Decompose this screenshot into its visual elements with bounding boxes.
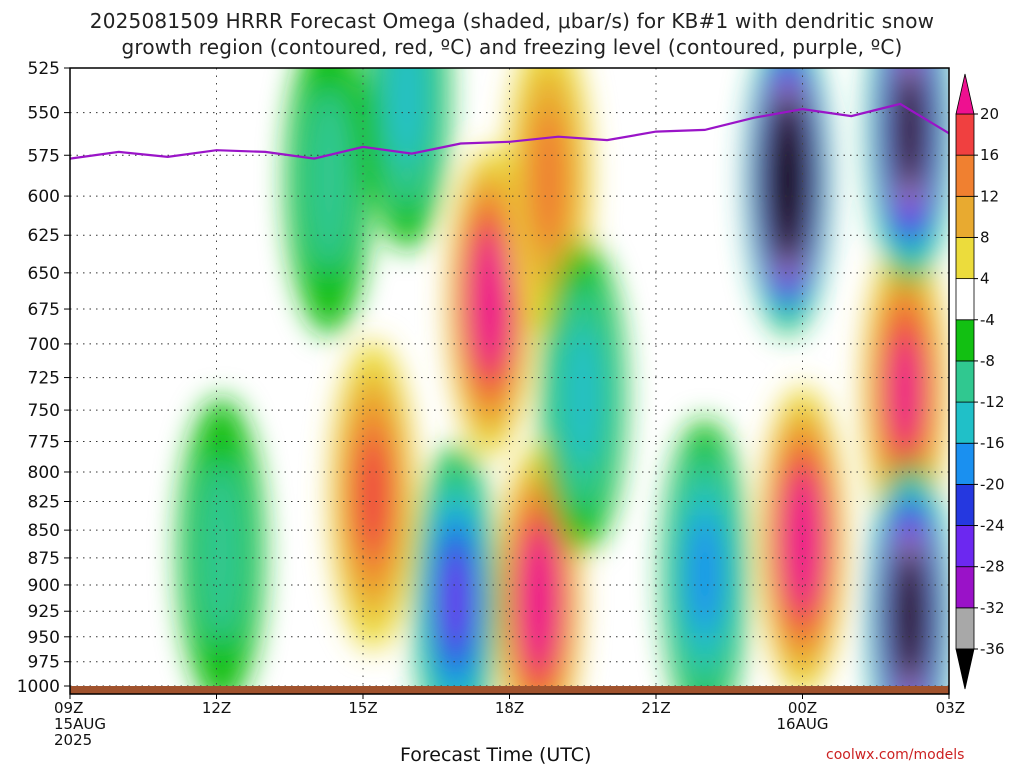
y-tick-label: 575 (28, 146, 60, 166)
y-tick-label: 675 (28, 300, 60, 320)
omega-contour-12-14 (777, 143, 798, 217)
x-tick-label: 15AUG (54, 715, 106, 733)
omega-contour-10-5 (442, 551, 470, 650)
freezing-level-line (70, 102, 949, 160)
colorbar-label: -8 (980, 352, 995, 370)
y-tick-label: 950 (28, 628, 60, 648)
colorbar-label: -4 (980, 311, 995, 329)
omega-contour-11-3 (688, 514, 722, 634)
y-tick-label: 775 (28, 433, 60, 453)
x-tick-label: 15Z (348, 699, 377, 717)
colorbar-segment (955, 319, 975, 362)
colorbar-segment (955, 360, 975, 403)
title-line-2: growth region (contoured, red, ºC) and f… (121, 35, 903, 59)
ground-bar (70, 686, 949, 694)
title-line-1: 2025081509 HRRR Forecast Omega (shaded, … (89, 9, 935, 33)
omega-contour-7-1 (304, 88, 354, 272)
colorbar-top-arrow (955, 73, 975, 115)
colorbar-segment (955, 607, 975, 650)
x-tick-label: 09Z (54, 699, 83, 717)
colorbar-segment (955, 483, 975, 526)
omega-contour-14-11 (899, 577, 921, 655)
x-axis-label: Forecast Time (UTC) (400, 744, 592, 766)
colorbar-segment (955, 401, 975, 444)
colorbar-segment (955, 278, 975, 321)
colorbar-segment (955, 195, 975, 238)
omega-contour-13-10 (899, 90, 921, 170)
colorbar-label: -36 (980, 640, 1005, 658)
chart-title: 2025081509 HRRR Forecast Omega (shaded, … (0, 8, 1024, 60)
y-tick-label: 875 (28, 549, 60, 569)
omega-shading (179, 68, 949, 688)
y-tick-label: 925 (28, 602, 60, 622)
colorbar-segment (955, 113, 975, 156)
colorbar-segment (955, 154, 975, 197)
colorbar-label: -32 (980, 599, 1005, 617)
y-tick-label: 975 (28, 653, 60, 673)
colorbar-segment (955, 566, 975, 609)
y-tick-label: 550 (28, 104, 60, 124)
colorbar-label: 8 (980, 228, 990, 246)
y-tick-label: 525 (28, 59, 60, 79)
colorbar-label: -24 (980, 517, 1005, 535)
y-tick-label: 825 (28, 492, 60, 512)
y-tick-label: 800 (28, 463, 60, 483)
omega-contour-1-2 (529, 109, 568, 251)
credit-text: coolwx.com/models (826, 747, 965, 763)
x-tick-label: 00Z (788, 699, 817, 717)
y-tick-label: 1000 (17, 677, 60, 697)
y-tick-label: 900 (28, 576, 60, 596)
y-tick-label: 725 (28, 369, 60, 389)
omega-contour-8-2 (387, 68, 426, 166)
x-tick-label: 03Z (936, 699, 965, 717)
colorbar-label: -28 (980, 558, 1005, 576)
x-tick-label: 21Z (641, 699, 670, 717)
x-tick-label: 16AUG (777, 715, 829, 733)
colorbar-label: -20 (980, 475, 1005, 493)
colorbar-label: 16 (980, 146, 999, 164)
colorbar-segment (955, 237, 975, 280)
colorbar-label: 20 (980, 105, 999, 123)
omega-contour-9-2 (563, 326, 602, 468)
omega-contour-3-5 (525, 551, 553, 650)
y-tick-label: 850 (28, 521, 60, 541)
colorbar-label: 12 (980, 187, 999, 205)
colorbar: -36 -32 -28 -24 -20 -16 -12 -8 -4 4 8 12 16 20 (955, 73, 1005, 690)
y-tick-label: 625 (28, 226, 60, 246)
colorbar-label: -16 (980, 434, 1005, 452)
y-tick-label: 700 (28, 335, 60, 355)
x-tick-label: 12Z (202, 699, 231, 717)
omega-contour-0-5 (476, 252, 504, 352)
y-tick-label: 600 (28, 187, 60, 207)
colorbar-label: -12 (980, 393, 1005, 411)
omega-contour-6-1 (196, 460, 247, 644)
colorbar-segment (955, 442, 975, 485)
omega-contour-2-3 (356, 435, 389, 556)
colorbar-segment (955, 525, 975, 568)
y-axis: 525 550 575 600 625 650 675 700 725 750 775 800 825 8… (17, 59, 70, 697)
freezing-level-layer (70, 102, 949, 160)
x-tick-label: 2025 (54, 731, 92, 749)
colorbar-bottom-arrow (955, 648, 975, 690)
omega-contour-5-4 (890, 337, 920, 445)
y-tick-label: 750 (28, 401, 60, 421)
x-tick-label: 18Z (495, 699, 524, 717)
y-tick-label: 650 (28, 264, 60, 284)
colorbar-label: 4 (980, 270, 990, 288)
